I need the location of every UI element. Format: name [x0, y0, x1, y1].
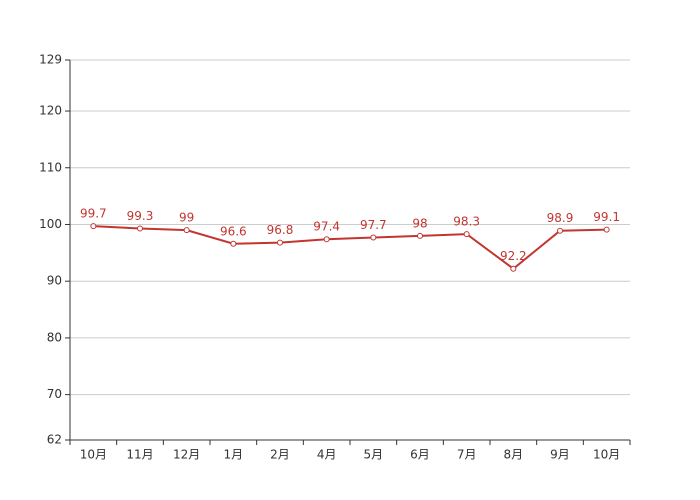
x-tick-label: 10月	[593, 448, 620, 462]
value-label: 98	[412, 216, 427, 230]
data-point	[230, 240, 237, 247]
value-label: 96.6	[220, 224, 247, 238]
value-label: 97.4	[313, 220, 340, 234]
data-point	[90, 223, 97, 230]
data-point	[510, 265, 517, 272]
y-tick-label: 90	[47, 274, 62, 288]
data-point	[183, 227, 190, 234]
y-tick-label: 62	[47, 433, 62, 447]
x-tick-label: 5月	[364, 448, 384, 462]
y-tick-label: 70	[47, 387, 62, 401]
y-tick-label: 129	[39, 53, 62, 67]
y-tick-label: 110	[39, 160, 62, 174]
value-label: 99.1	[593, 210, 620, 224]
x-tick-label: 10月	[80, 448, 107, 462]
data-point	[323, 236, 330, 243]
y-tick-label: 120	[39, 104, 62, 118]
x-tick-label: 7月	[457, 448, 477, 462]
data-point	[603, 226, 610, 233]
value-label: 99.3	[127, 209, 154, 223]
x-tick-label: 2月	[270, 448, 290, 462]
y-tick-label: 80	[47, 330, 62, 344]
data-point	[557, 227, 563, 234]
data-point	[417, 232, 423, 239]
data-point	[137, 225, 143, 232]
x-tick-label: 9月	[550, 448, 570, 462]
x-tick-label: 8月	[504, 448, 524, 462]
x-tick-label: 6月	[410, 448, 430, 462]
data-point	[277, 239, 283, 246]
value-label: 98.9	[547, 211, 574, 225]
data-point	[370, 234, 377, 241]
data-line	[93, 225, 607, 270]
value-label: 97.7	[360, 218, 387, 232]
x-tick-label: 11月	[126, 448, 153, 462]
data-point	[463, 231, 470, 238]
value-label: 98.3	[453, 215, 480, 229]
value-label: 99.7	[80, 207, 107, 221]
x-tick-label: 12月	[173, 448, 200, 462]
value-label: 96.8	[267, 223, 294, 237]
value-label: 92.2	[500, 249, 527, 263]
x-tick-label: 4月	[317, 448, 337, 462]
y-tick-label: 100	[39, 217, 62, 231]
x-tick-label: 1月	[224, 448, 244, 462]
value-label: 99	[179, 211, 194, 225]
